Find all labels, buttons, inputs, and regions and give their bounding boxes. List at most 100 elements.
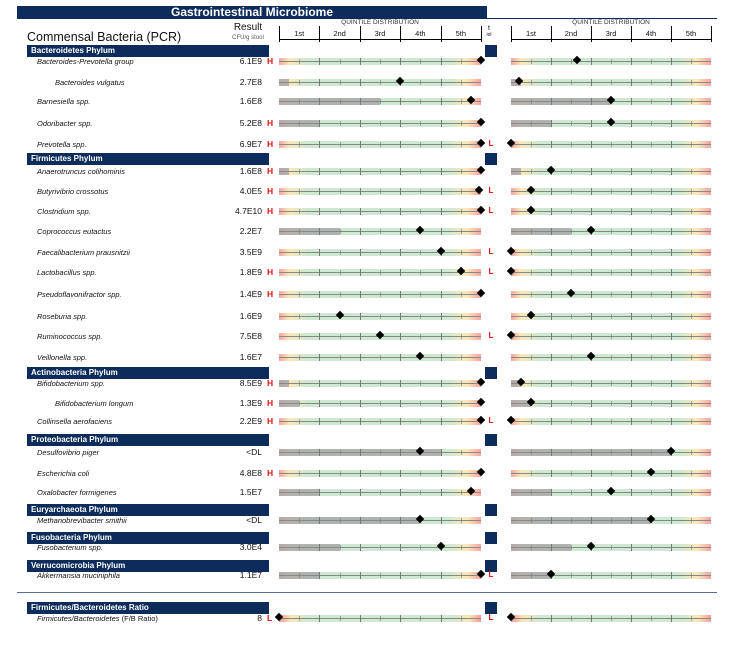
half-tick bbox=[460, 250, 462, 255]
half-tick bbox=[651, 355, 652, 360]
quintile-tick bbox=[359, 333, 361, 340]
quintile-bar-left bbox=[279, 205, 486, 215]
half-tick bbox=[339, 616, 341, 621]
result-unit: CFU/g stool bbox=[232, 35, 264, 41]
half-tick bbox=[339, 80, 341, 85]
half-tick bbox=[611, 209, 612, 214]
result-value: 1.1E7 bbox=[239, 570, 262, 580]
section-marker-block bbox=[485, 532, 497, 544]
quintile-tick bbox=[440, 615, 442, 622]
quintile-tick bbox=[591, 400, 592, 407]
quintile-bar-left bbox=[279, 569, 486, 579]
quintile-tick bbox=[671, 249, 672, 256]
result-value: 3.5E9 bbox=[239, 247, 262, 257]
quintile-tick bbox=[671, 470, 672, 477]
half-tick bbox=[460, 334, 462, 339]
bacteria-name: Roseburia spp. bbox=[37, 312, 87, 321]
half-tick bbox=[531, 490, 532, 495]
half-tick bbox=[460, 401, 462, 406]
bacteria-name-text: Bifidobacterium longum bbox=[55, 399, 134, 408]
half-tick bbox=[571, 314, 572, 319]
quintile-tick bbox=[631, 418, 632, 425]
bacteria-name-text: Oxalobacter formigenes bbox=[37, 488, 117, 497]
low-flag: L bbox=[488, 267, 494, 276]
half-tick bbox=[691, 471, 692, 476]
half-tick bbox=[691, 381, 692, 386]
quintile-tick bbox=[671, 615, 672, 622]
half-tick bbox=[420, 209, 422, 214]
quintile-divider bbox=[631, 26, 632, 42]
bacteria-name: Barnesiella spp. bbox=[37, 97, 90, 106]
quintile-tick bbox=[591, 98, 592, 105]
half-tick bbox=[571, 616, 572, 621]
half-tick bbox=[299, 355, 301, 360]
bacteria-name: Clostridium spp. bbox=[37, 207, 91, 216]
footer-divider bbox=[17, 592, 717, 593]
quintile-bar-left bbox=[279, 225, 481, 235]
half-tick bbox=[299, 80, 301, 85]
quintile-tick bbox=[319, 572, 321, 579]
quintile-bar-left bbox=[279, 351, 481, 361]
quintile-tick bbox=[359, 141, 361, 148]
bacteria-name: Coprococcus eutactus bbox=[37, 227, 111, 236]
half-tick bbox=[460, 99, 462, 104]
result-value: 8 bbox=[257, 613, 262, 623]
half-tick bbox=[420, 471, 422, 476]
quintile-tick bbox=[631, 228, 632, 235]
half-tick bbox=[380, 419, 381, 424]
quintile-tick bbox=[319, 168, 321, 175]
half-tick bbox=[571, 121, 572, 126]
quintile-tick bbox=[671, 58, 672, 65]
quintile-bar-left bbox=[279, 415, 486, 425]
quintile-divider bbox=[359, 26, 361, 42]
half-tick bbox=[380, 314, 381, 319]
half-tick bbox=[611, 381, 612, 386]
quintile-tick bbox=[440, 188, 442, 195]
quintile-tick bbox=[440, 572, 442, 579]
half-tick bbox=[460, 419, 462, 424]
half-tick bbox=[460, 142, 462, 147]
half-tick bbox=[651, 189, 652, 194]
half-tick bbox=[691, 314, 692, 319]
half-tick bbox=[460, 545, 462, 550]
quintile-label-4th: 4th bbox=[645, 29, 657, 38]
result-value: 6.1E9 bbox=[239, 56, 262, 66]
bacteria-name-text: Prevotella spp. bbox=[37, 140, 87, 149]
half-tick bbox=[339, 209, 341, 214]
half-tick bbox=[651, 99, 652, 104]
quintile-tick bbox=[440, 400, 442, 407]
half-tick bbox=[420, 401, 422, 406]
quintile-tick bbox=[631, 141, 632, 148]
quintile-bar-left bbox=[279, 288, 486, 298]
half-tick bbox=[571, 450, 572, 455]
half-tick bbox=[299, 490, 301, 495]
half-tick bbox=[611, 314, 612, 319]
t-col-line2: iol bbox=[486, 32, 492, 38]
quintile-bar-left bbox=[279, 138, 486, 148]
section-header: Proteobacteria Phylum bbox=[27, 434, 269, 446]
quintile-tick bbox=[359, 470, 361, 477]
half-tick bbox=[299, 334, 301, 339]
result-flag: H bbox=[267, 166, 274, 176]
quintile-bar-left bbox=[279, 446, 481, 456]
quintile-tick bbox=[551, 141, 552, 148]
quintile-tick bbox=[671, 291, 672, 298]
quintile-tick bbox=[551, 380, 552, 387]
section-header: Euryarchaeota Phylum bbox=[27, 504, 269, 516]
quintile-tick bbox=[359, 120, 361, 127]
quintile-tick bbox=[400, 168, 402, 175]
quintile-tick bbox=[319, 228, 321, 235]
quintile-tick bbox=[631, 572, 632, 579]
quintile-tick bbox=[551, 228, 552, 235]
half-tick bbox=[651, 616, 652, 621]
quintile-tick bbox=[359, 354, 361, 361]
bacteria-name-text: Ruminococcus spp. bbox=[37, 332, 103, 341]
quintile-tick bbox=[400, 517, 402, 524]
quintile-tick bbox=[631, 470, 632, 477]
half-tick bbox=[380, 450, 381, 455]
half-tick bbox=[299, 142, 301, 147]
bacteria-name-text: Anaerotruncus colihominis bbox=[37, 167, 125, 176]
bacteria-name-text: Akkermansia muciniphila bbox=[37, 571, 120, 580]
quintile-tick bbox=[591, 269, 592, 276]
section-marker-block bbox=[485, 153, 497, 165]
